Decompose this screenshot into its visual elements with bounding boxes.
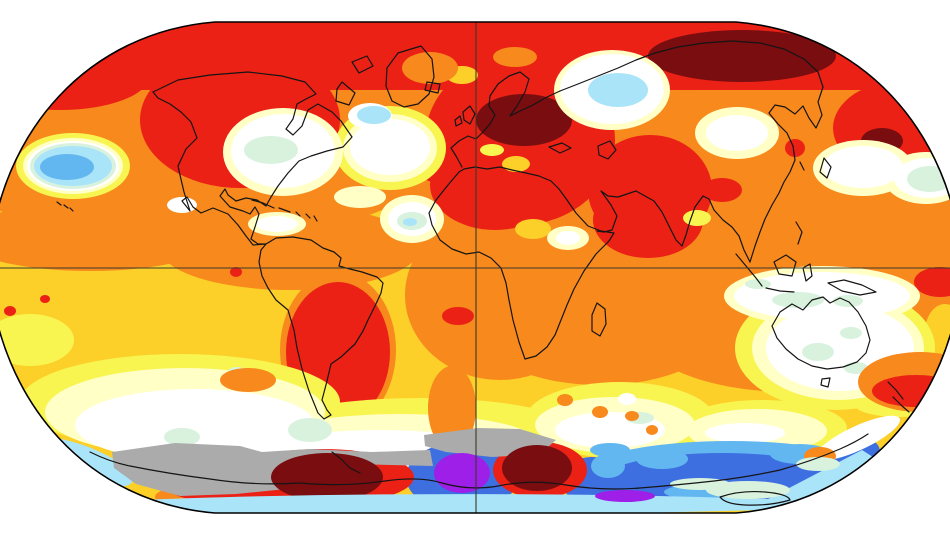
coast-caribbean-islands [251, 199, 318, 222]
coast-greenland [385, 45, 435, 108]
layer-maroon-north [476, 30, 903, 154]
coast-japan-korea [799, 157, 832, 179]
projection-outline [0, 21, 950, 514]
coast-madagascar [591, 302, 607, 337]
coastlines-layer [56, 40, 910, 506]
layer-maroon-antarctic [271, 445, 572, 501]
coast-baffin-island [335, 81, 356, 106]
layer-strip-lightcyan [95, 450, 884, 513]
coast-australia-tasmania [771, 296, 871, 388]
anomaly-field [0, 22, 950, 513]
coast-europe-scandinavia [450, 71, 561, 168]
coast-antarctic-peninsula [331, 451, 361, 474]
coast-east-asia [749, 86, 824, 263]
coast-africa [428, 166, 615, 360]
coast-britain-ireland [454, 105, 476, 127]
layer-golden-accents [446, 66, 950, 360]
coast-south-america [258, 236, 384, 420]
coast-arctic-asia [559, 40, 824, 92]
coast-antarctic-coast-loop [719, 490, 791, 506]
coast-antarctica-coast [89, 433, 869, 490]
coast-new-zealand [887, 381, 910, 413]
layer-white-accents [816, 415, 900, 461]
coast-iceland [424, 81, 441, 94]
graticule-layer [0, 22, 950, 513]
coast-south-asia-arabia [596, 190, 751, 263]
coast-ellesmere-island [351, 55, 374, 74]
coast-indonesia [735, 221, 877, 296]
coast-hawaii [56, 201, 74, 212]
coast-caspian-black-sea [548, 140, 617, 160]
coast-north-america [152, 71, 353, 246]
